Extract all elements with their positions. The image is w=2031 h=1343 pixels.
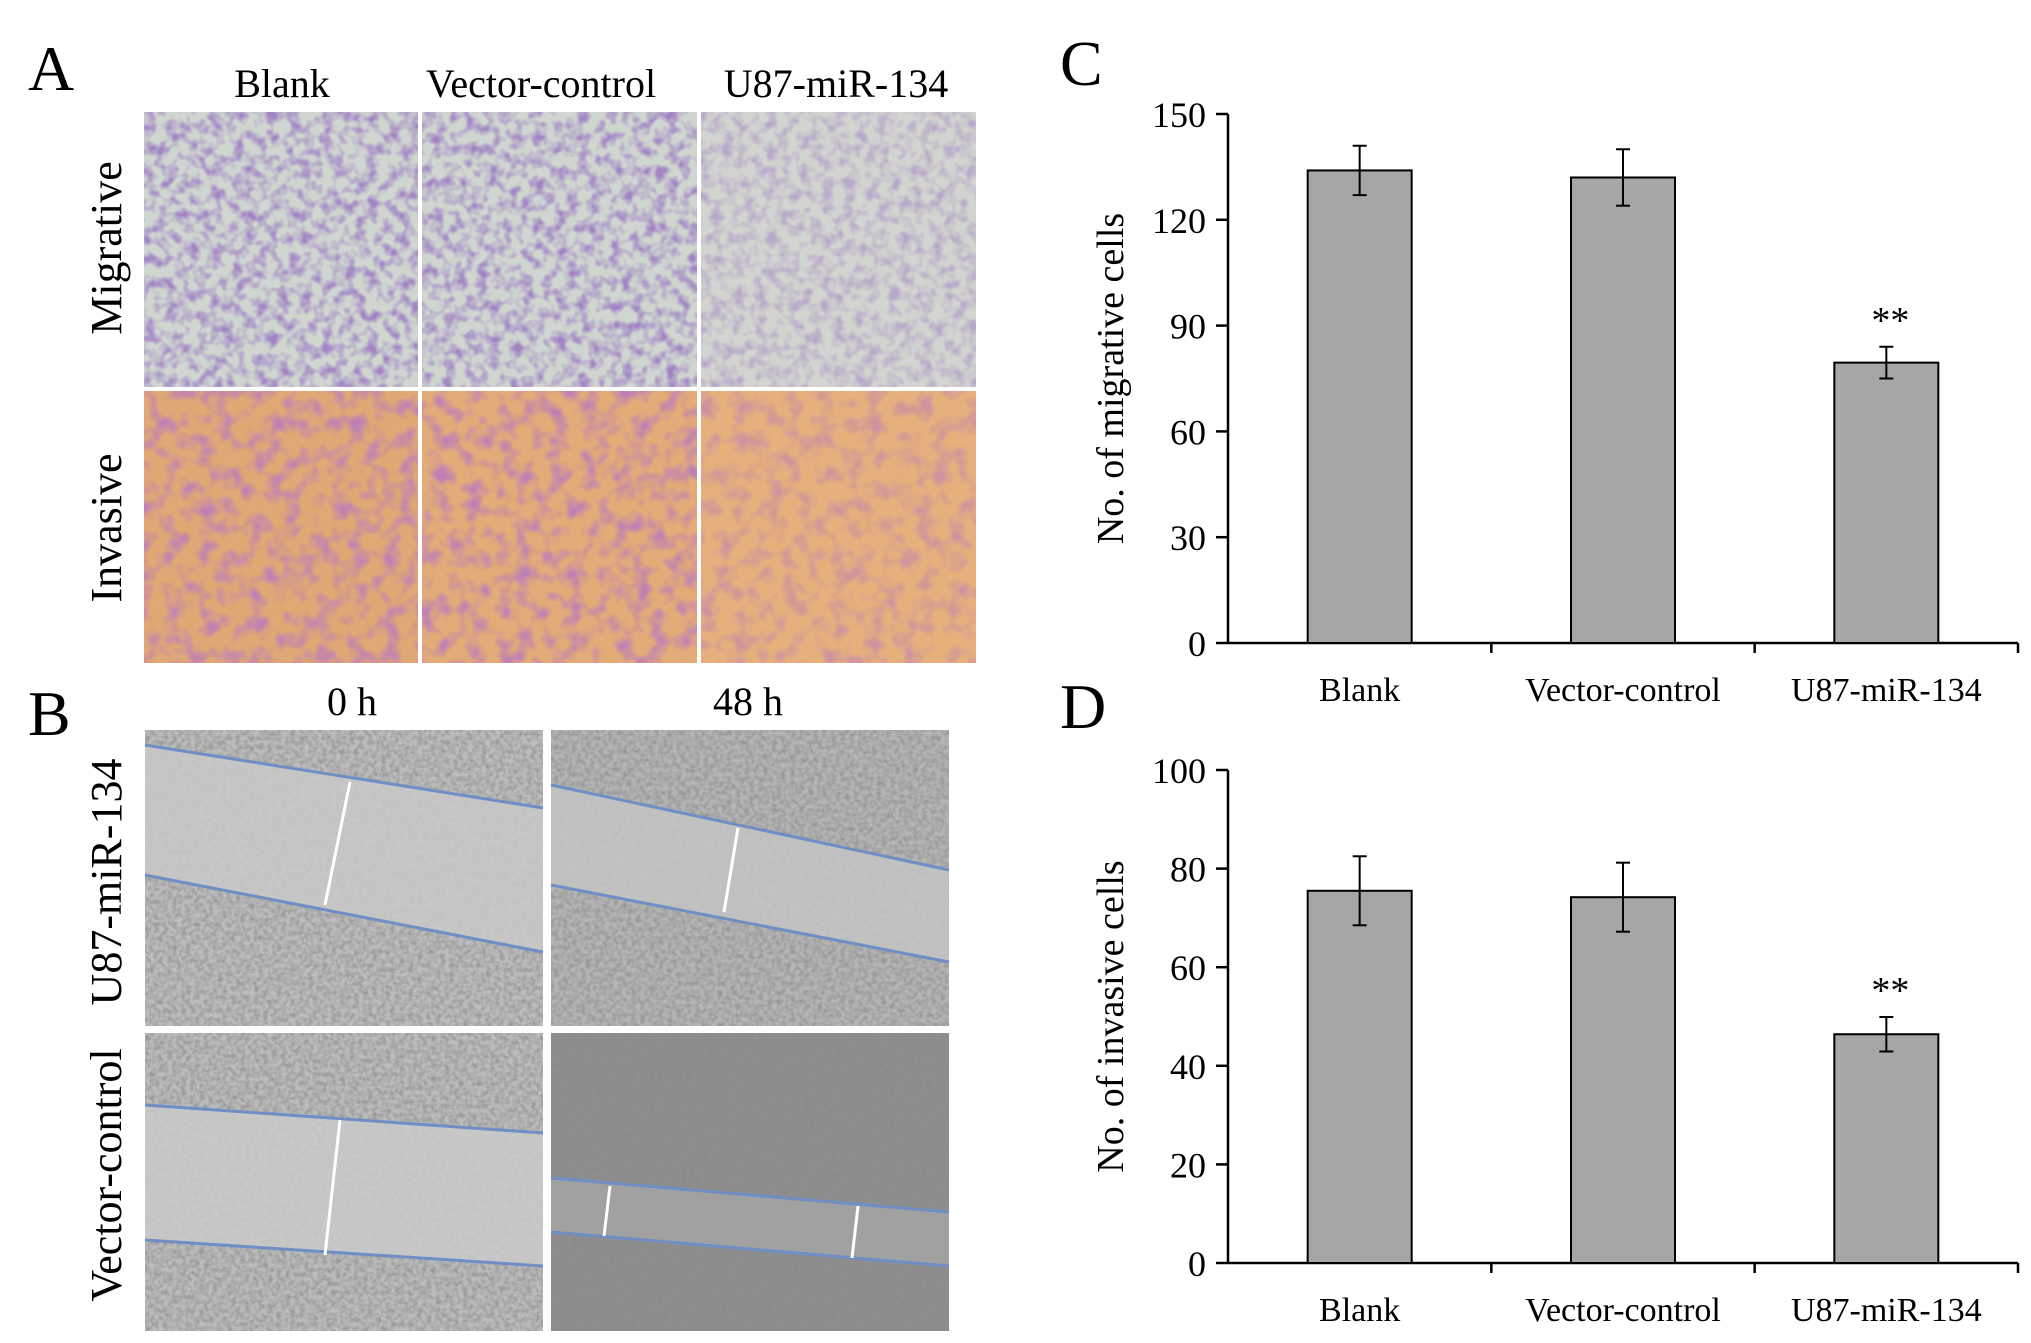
micrograph-invasive-u87-cells [701, 391, 976, 663]
y-tick-label: 80 [1170, 850, 1206, 890]
significance-label: ** [1871, 970, 1909, 1012]
x-tick-label: Blank [1319, 1292, 1400, 1329]
y-tick-label: 150 [1152, 95, 1206, 135]
panel-a-micrographs [144, 112, 976, 663]
panel-b: B 0 h 48 h U87-miR-134 Vector-control [28, 678, 950, 1331]
y-tick-label: 40 [1170, 1047, 1206, 1087]
y-tick-label: 20 [1170, 1145, 1206, 1185]
bar [1833, 1033, 1940, 1265]
scratch-vector-48h-edge-bottom [550, 1230, 950, 1268]
scratch-u87-0h-wound [145, 745, 543, 952]
y-tick-label: 60 [1170, 412, 1206, 452]
x-tick-label: Blank [1319, 672, 1400, 709]
panel-a-row-migrative: Migrative [82, 161, 131, 335]
panel-a-row-invasive: Invasive [82, 453, 131, 602]
panel-c-letter: C [1060, 28, 1103, 99]
scratch-vector-48h-edge-top [550, 1176, 950, 1214]
panel-b-row-u87: U87-miR-134 [82, 759, 131, 1006]
significance-label: ** [1871, 300, 1909, 342]
y-axis-title: No. of invasive cells [1090, 860, 1132, 1172]
panel-d-letter: D [1060, 671, 1106, 742]
y-tick-label: 120 [1152, 201, 1206, 241]
panel-a-letter: A [28, 33, 74, 104]
micrograph-migrative-blank-cells [144, 112, 418, 387]
y-tick-label: 90 [1170, 307, 1206, 347]
panel-a-col-blank: Blank [234, 61, 330, 106]
y-tick-label: 30 [1170, 518, 1206, 558]
y-tick-label: 0 [1188, 1244, 1206, 1284]
panel-b-col-0h: 0 h [327, 679, 377, 724]
panel-c: C 0 30 60 90 120 150 Blank Vector-control U87-mi… [1060, 28, 2020, 709]
scratch-u87-48h-width-arrow [722, 827, 740, 913]
micrograph-invasive-vector-cells [422, 391, 697, 663]
micrograph-migrative-u87-cells [701, 112, 976, 387]
panel-b-letter: B [28, 678, 71, 749]
x-tick-label: U87-miR-134 [1791, 672, 1982, 709]
scratch-vector-48h-texture [551, 1033, 949, 1331]
y-tick-label: 100 [1152, 751, 1206, 791]
bar [1570, 176, 1676, 644]
panel-b-scratch-images [144, 730, 950, 1331]
chart-invasive: 0 20 40 60 80 100 Blank Vector-control U87-miR-1… [1090, 751, 2020, 1329]
scratch-vector-48h-arrow-right [850, 1205, 860, 1259]
panel-a-col-u87: U87-miR-134 [724, 61, 948, 106]
y-tick-label: 0 [1188, 624, 1206, 664]
scratch-vector-48h-arrow-left [602, 1185, 612, 1237]
bar [1306, 169, 1413, 644]
scratch-u87-0h-edge-bottom [144, 873, 544, 954]
panel-d: D 0 20 40 60 80 100 Blank Vector-control U87-miR… [1060, 671, 2020, 1329]
micrograph-migrative-vector-cells [422, 112, 697, 387]
bar [1570, 896, 1676, 1264]
micrograph-invasive-blank-cells [144, 391, 418, 663]
scratch-u87-0h-width-arrow [323, 781, 352, 906]
panel-a: A Blank Vector-control U87-miR-134 Migra… [28, 33, 976, 663]
scratch-u87-48h-wound [551, 785, 949, 962]
chart-migrative: 0 30 60 90 120 150 Blank Vector-control U87-miR-… [1090, 95, 2020, 709]
scratch-u87-0h-edge-top [144, 743, 544, 810]
scratch-vector-0h-width-arrow [323, 1119, 342, 1256]
y-tick-label: 60 [1170, 948, 1206, 988]
x-tick-label: U87-miR-134 [1791, 1292, 1982, 1329]
panel-b-row-vector: Vector-control [82, 1048, 131, 1301]
x-tick-label: Vector-control [1525, 672, 1721, 709]
bar [1306, 889, 1413, 1264]
scratch-vector-48h-wound [551, 1178, 949, 1266]
scratch-vector-0h-edge-bottom [144, 1238, 544, 1268]
scratch-vector-0h-wound [145, 1105, 543, 1266]
scratch-u87-48h-edge-top [550, 783, 950, 872]
x-tick-label: Vector-control [1525, 1292, 1721, 1329]
panel-b-col-48h: 48 h [713, 679, 783, 724]
bar [1833, 361, 1940, 644]
panel-a-col-vector: Vector-control [426, 61, 656, 106]
scratch-vector-0h-edge-top [144, 1103, 544, 1135]
scratch-u87-48h-edge-bottom [550, 883, 950, 964]
y-axis-title: No. of migrative cells [1090, 213, 1132, 544]
